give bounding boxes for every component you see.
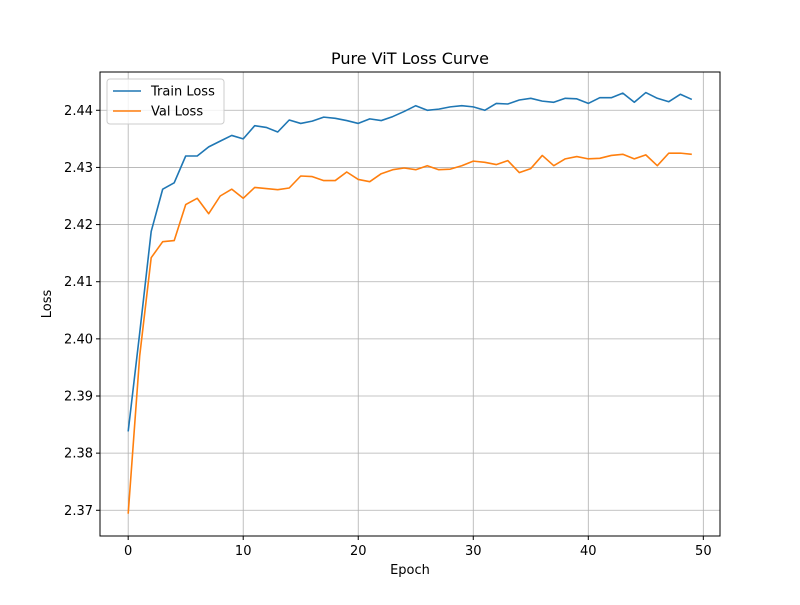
axis-ticks: 0 10 20 30 40 50 2.37 2.38 2.39 2.40 2.41 2.42 2.43 2…: [64, 104, 712, 559]
y-tick-label: 2.39: [64, 390, 93, 405]
y-tick-label: 2.37: [64, 504, 93, 519]
y-tick-label: 2.43: [64, 161, 93, 176]
y-axis-label: Loss: [40, 290, 55, 319]
y-tick-label: 2.40: [64, 332, 93, 347]
legend-label: Val Loss: [151, 105, 203, 120]
x-tick-label: 10: [235, 544, 252, 559]
y-tick-label: 2.41: [64, 275, 93, 290]
series-line-train-loss: [127, 91, 693, 432]
chart-title: Pure ViT Loss Curve: [331, 49, 489, 68]
x-tick-label: 30: [465, 544, 482, 559]
series-line-val-loss: [127, 152, 692, 514]
x-tick-label: 0: [124, 544, 132, 559]
y-tick-label: 2.44: [64, 104, 93, 119]
x-tick-label: 40: [580, 544, 597, 559]
x-axis-label: Epoch: [390, 563, 430, 578]
x-tick-label: 20: [350, 544, 367, 559]
legend-label: Train Loss: [150, 85, 215, 100]
y-tick-label: 2.42: [64, 218, 93, 233]
legend: Train Loss Val Loss: [106, 78, 225, 125]
grid-lines: [100, 72, 720, 536]
y-tick-label: 2.38: [64, 447, 93, 462]
x-tick-label: 50: [695, 544, 712, 559]
plot-frame: [99, 71, 721, 537]
series-lines: [127, 91, 693, 514]
